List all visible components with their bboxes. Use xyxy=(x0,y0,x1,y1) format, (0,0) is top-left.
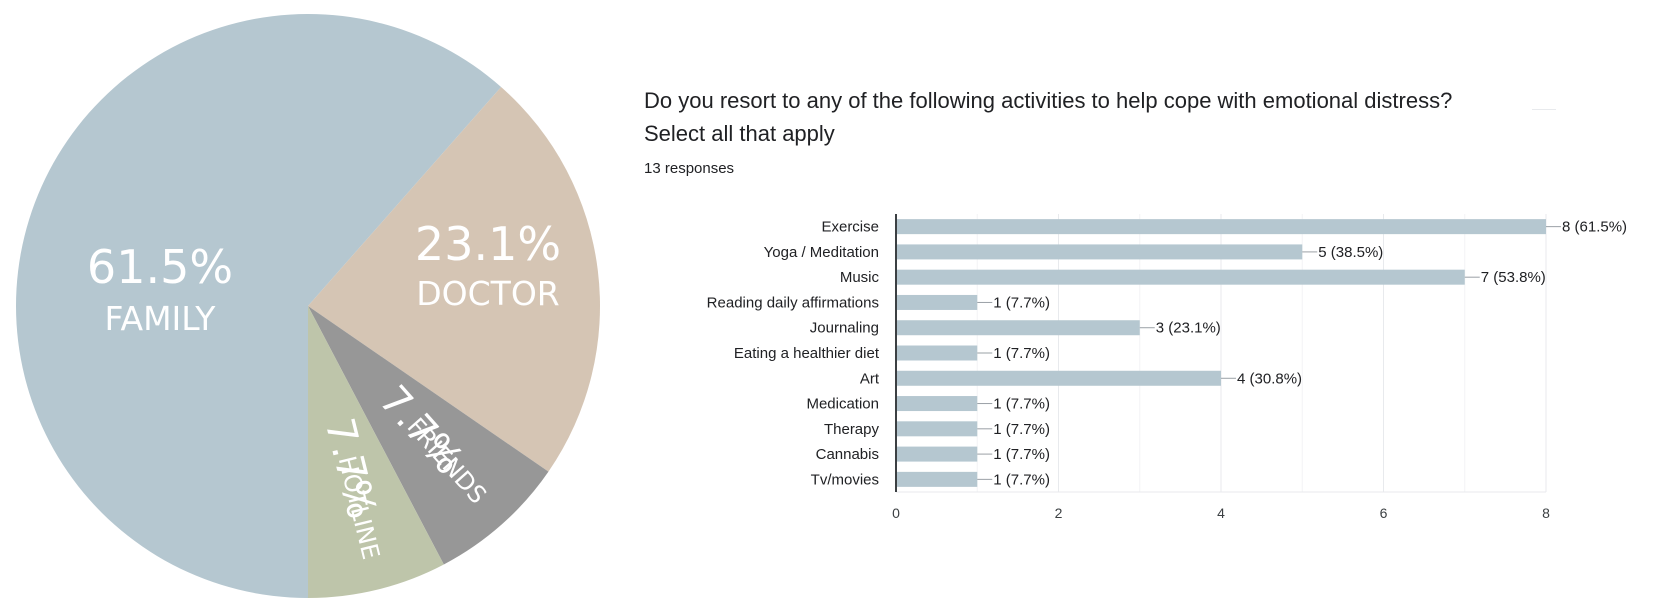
data-label-cannabis: 1 (7.7%) xyxy=(993,446,1050,463)
data-label-music: 7 (53.8%) xyxy=(1481,269,1546,286)
bar-eating-a-healthier-diet xyxy=(896,345,978,361)
bar-journaling xyxy=(896,320,1140,336)
question-subtitle: Select all that apply xyxy=(644,121,835,146)
category-label-art: Art xyxy=(860,370,880,387)
category-label-exercise: Exercise xyxy=(821,219,879,236)
category-label-yoga-meditation: Yoga / Meditation xyxy=(764,244,879,261)
x-tick-label: 4 xyxy=(1217,505,1225,521)
pie-slice-doctor xyxy=(308,86,600,472)
category-label-tv-movies: Tv/movies xyxy=(811,471,879,488)
pie-label-percent-doctor: 23.1% xyxy=(415,217,561,271)
data-label-medication: 1 (7.7%) xyxy=(993,396,1050,413)
bar-art xyxy=(896,370,1221,386)
data-label-reading-daily-affirmations: 1 (7.7%) xyxy=(993,294,1050,311)
x-tick-label: 2 xyxy=(1055,505,1063,521)
data-label-eating-a-healthier-diet: 1 (7.7%) xyxy=(993,345,1050,362)
category-label-eating-a-healthier-diet: Eating a healthier diet xyxy=(734,345,880,362)
data-label-exercise: 8 (61.5%) xyxy=(1562,219,1627,236)
question-text: Do you resort to any of the following ac… xyxy=(644,88,1453,113)
data-label-therapy: 1 (7.7%) xyxy=(993,421,1050,438)
bar-medication xyxy=(896,396,978,412)
category-label-medication: Medication xyxy=(806,396,879,413)
category-label-music: Music xyxy=(840,269,880,286)
bar-therapy xyxy=(896,421,978,437)
pie-label-name-family: FAMILY xyxy=(105,299,217,338)
category-label-cannabis: Cannabis xyxy=(816,446,879,463)
pie-label-percent-family: 61.5% xyxy=(87,240,233,294)
x-tick-label: 8 xyxy=(1542,505,1550,521)
data-label-yoga-meditation: 5 (38.5%) xyxy=(1318,244,1383,261)
x-tick-label: 0 xyxy=(892,505,900,521)
pie-slice-hotline xyxy=(308,306,444,598)
category-label-reading-daily-affirmations: Reading daily affirmations xyxy=(707,294,879,311)
bar-music xyxy=(896,269,1465,285)
data-label-tv-movies: 1 (7.7%) xyxy=(993,471,1050,488)
pie-slice-family xyxy=(15,13,502,598)
bar-exercise xyxy=(896,219,1546,235)
x-tick-label: 6 xyxy=(1380,505,1388,521)
pie-chart: 61.5%FAMILY23.1%DOCTOR7.7%FRIENDS7.7%HOT… xyxy=(15,13,600,598)
divider xyxy=(1532,109,1556,110)
pie-slice-friends xyxy=(308,306,549,565)
bar-cannabis xyxy=(896,446,978,462)
responses-count: 13 responses xyxy=(644,160,735,177)
pie-label-name-doctor: DOCTOR xyxy=(416,274,560,313)
data-label-journaling: 3 (23.1%) xyxy=(1156,320,1221,337)
data-label-art: 4 (30.8%) xyxy=(1237,370,1302,387)
category-label-journaling: Journaling xyxy=(810,320,879,337)
bar-yoga-meditation xyxy=(896,244,1303,260)
question-title: Do you resort to any of the following ac… xyxy=(644,84,1452,150)
bar-tv-movies xyxy=(896,471,978,487)
bar-reading-daily-affirmations xyxy=(896,294,978,310)
category-label-therapy: Therapy xyxy=(824,421,880,438)
